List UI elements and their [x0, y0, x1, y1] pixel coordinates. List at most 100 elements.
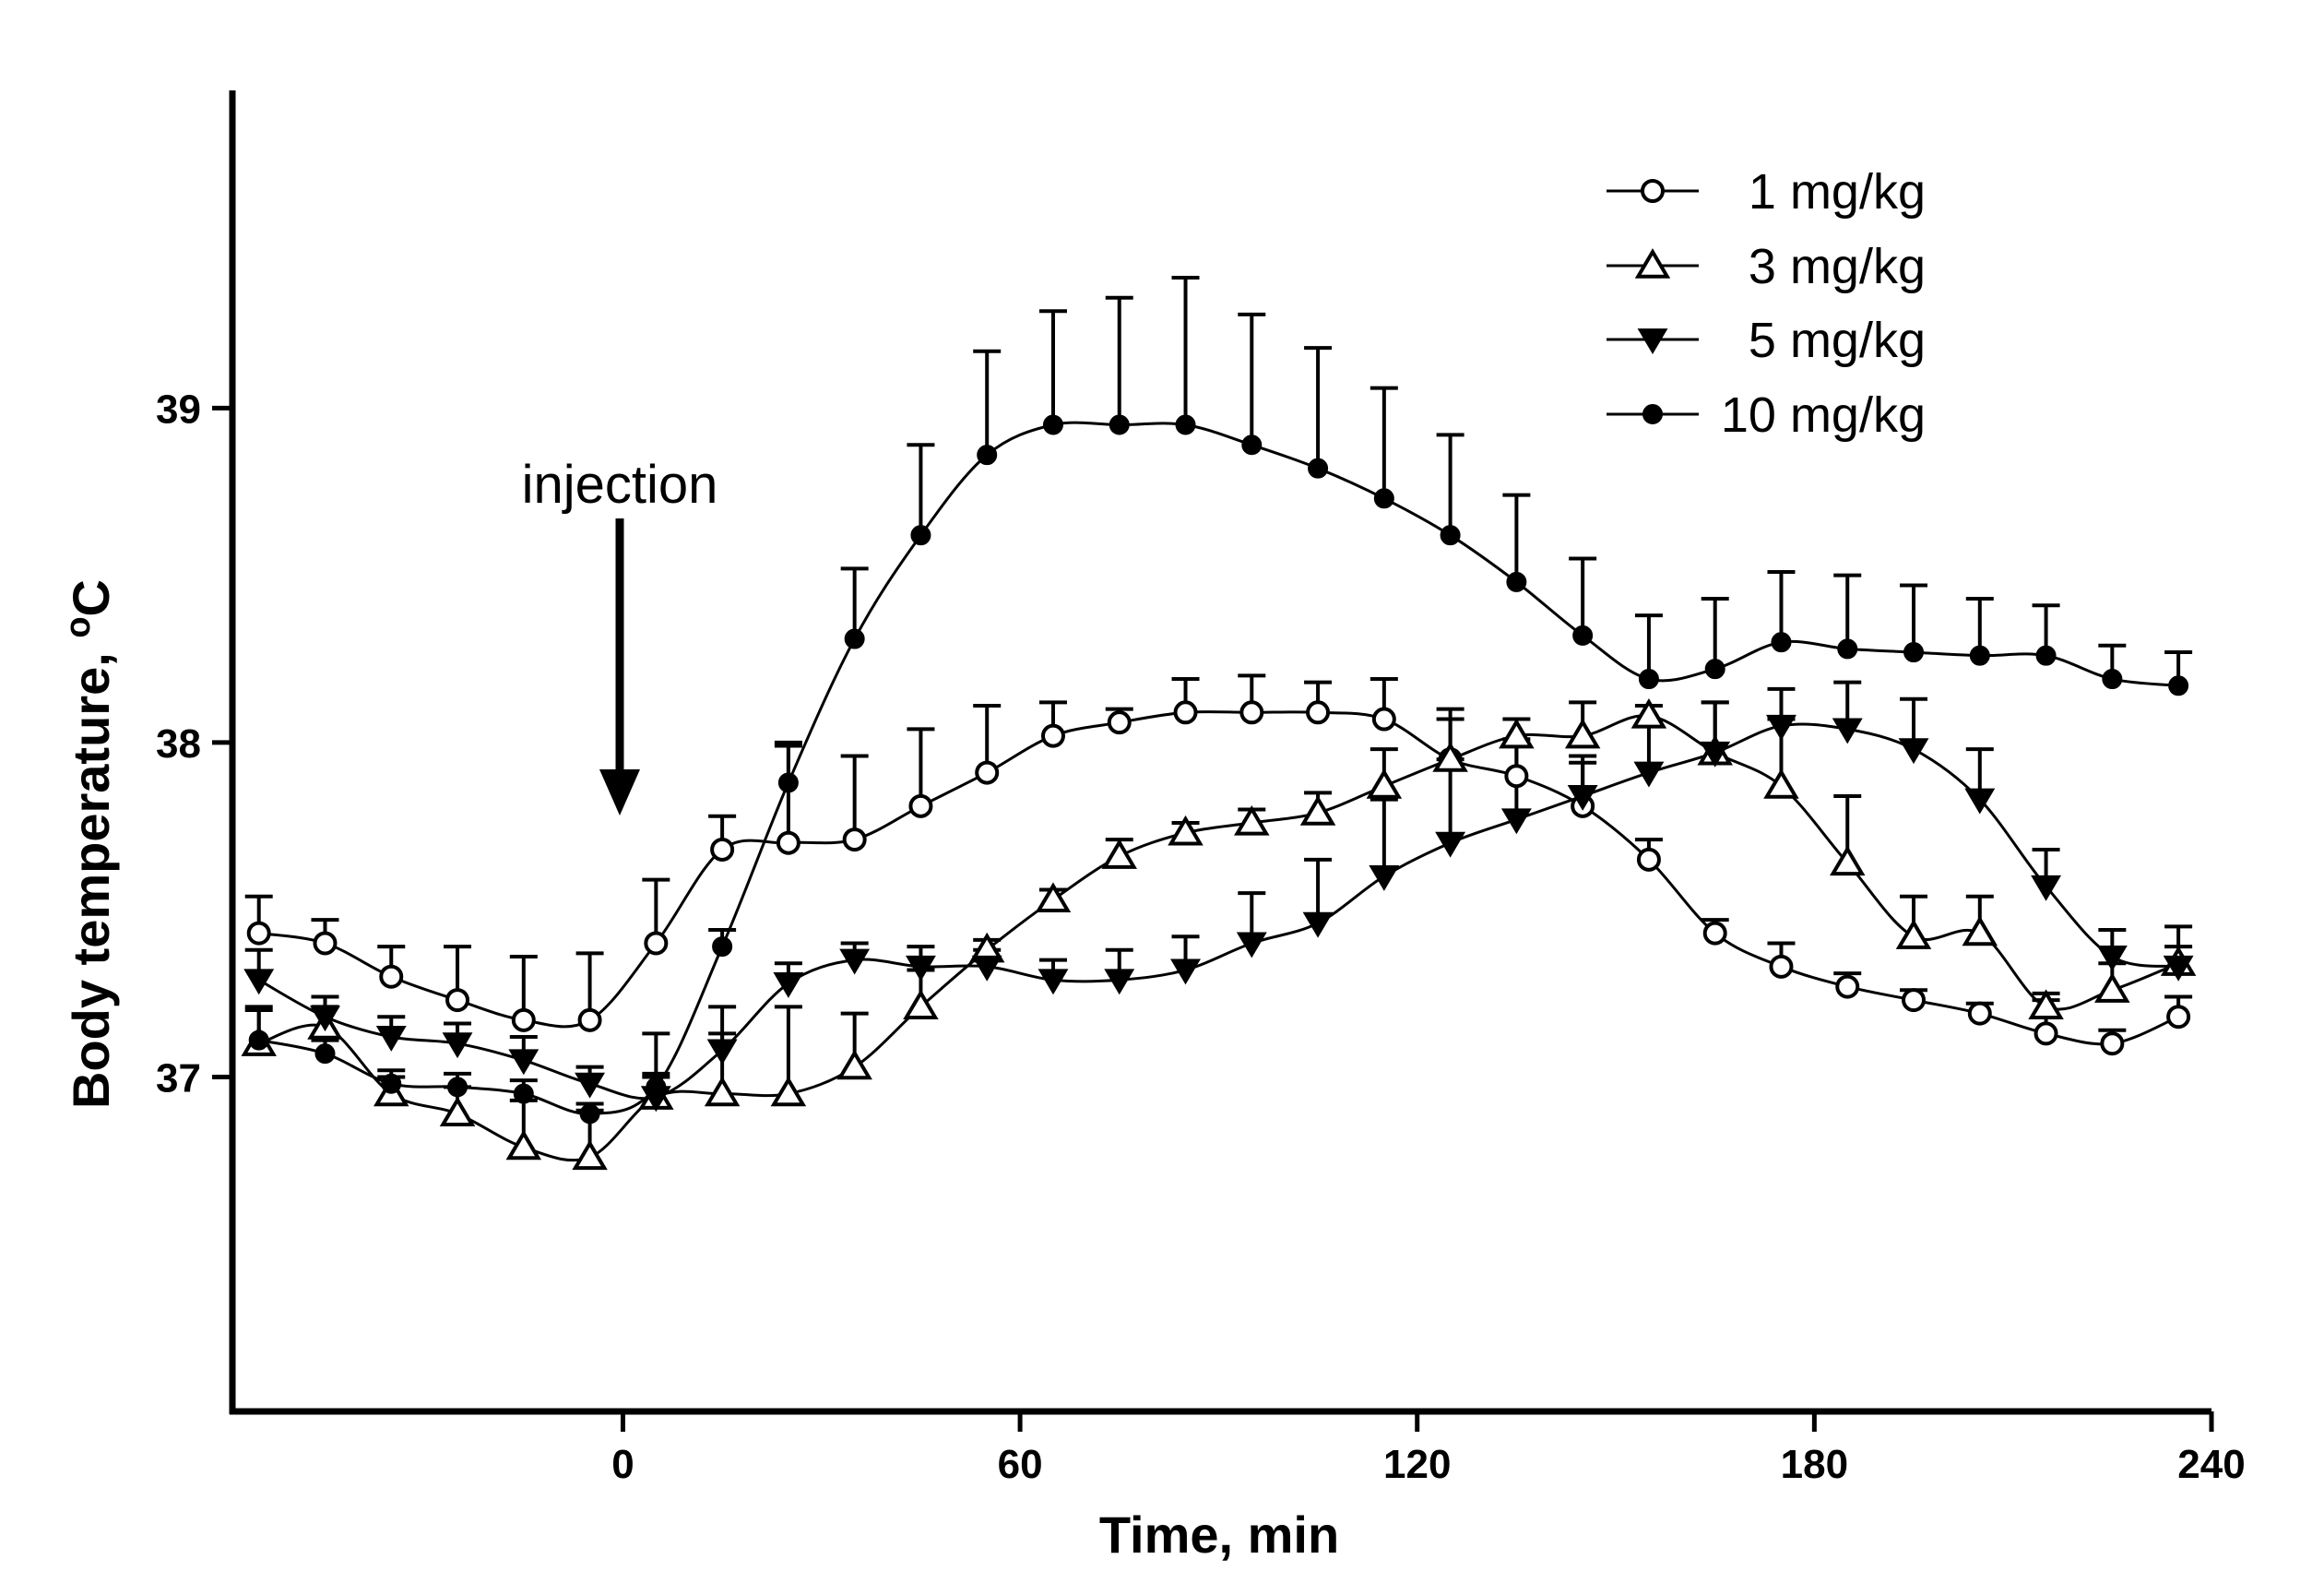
data-point-1-mg-per-kg	[975, 760, 1000, 785]
data-point-3-mg-per-kg	[903, 989, 939, 1020]
data-point-5-mg-per-kg	[1500, 808, 1532, 835]
x-axis-title: Time, min	[1099, 1506, 1339, 1564]
legend-label-5-mg-per-kg: 5 mg/kg	[1749, 313, 1926, 368]
data-point-1-mg-per-kg	[1173, 700, 1198, 725]
data-point-1-mg-per-kg	[1769, 954, 1794, 979]
data-point-10-mg-per-kg	[1175, 414, 1196, 435]
data-point-10-mg-per-kg	[977, 445, 998, 466]
data-point-1-mg-per-kg	[2166, 1005, 2191, 1030]
data-point-3-mg-per-kg	[1895, 919, 1932, 949]
data-point-5-mg-per-kg	[971, 955, 1002, 982]
data-point-1-mg-per-kg	[511, 1007, 536, 1032]
data-point-10-mg-per-kg	[1308, 458, 1329, 479]
data-point-1-mg-per-kg	[246, 921, 271, 946]
legend-marker-5-mg-per-kg	[1637, 328, 1668, 354]
series-line-1-mg-per-kg	[258, 710, 2179, 1046]
data-point-10-mg-per-kg	[2168, 675, 2189, 696]
data-point-5-mg-per-kg	[1038, 969, 1069, 995]
data-point-5-mg-per-kg	[773, 972, 804, 998]
data-point-10-mg-per-kg	[1704, 659, 1725, 680]
legend-marker-3-mg-per-kg	[1634, 248, 1671, 279]
data-point-5-mg-per-kg	[575, 1072, 606, 1099]
y-axis-title: Body temperature, oC	[59, 579, 120, 1109]
data-point-1-mg-per-kg	[908, 793, 933, 818]
data-point-5-mg-per-kg	[1832, 718, 1863, 744]
data-point-10-mg-per-kg	[513, 1083, 534, 1104]
data-point-10-mg-per-kg	[1903, 642, 1925, 663]
y-tick-label: 37	[156, 1055, 201, 1101]
data-point-10-mg-per-kg	[777, 772, 799, 793]
data-point-5-mg-per-kg	[1170, 958, 1201, 985]
data-point-1-mg-per-kg	[1636, 847, 1661, 872]
data-point-10-mg-per-kg	[579, 1103, 600, 1125]
data-point-5-mg-per-kg	[508, 1049, 540, 1076]
data-point-1-mg-per-kg	[644, 931, 669, 956]
data-point-1-mg-per-kg	[445, 988, 470, 1013]
data-point-5-mg-per-kg	[375, 1026, 407, 1052]
y-tick-label: 39	[156, 387, 201, 432]
data-point-3-mg-per-kg	[1234, 805, 1270, 836]
data-point-1-mg-per-kg	[1967, 1001, 1992, 1026]
data-point-10-mg-per-kg	[381, 1073, 402, 1094]
data-point-3-mg-per-kg	[1630, 697, 1667, 729]
data-point-1-mg-per-kg	[1107, 710, 1132, 735]
data-point-10-mg-per-kg	[2102, 669, 2123, 690]
data-point-5-mg-per-kg	[905, 955, 936, 982]
data-point-5-mg-per-kg	[1964, 788, 1996, 815]
data-point-1-mg-per-kg	[379, 964, 404, 989]
data-point-3-mg-per-kg	[1168, 815, 1204, 846]
x-tick-label: 60	[998, 1442, 1043, 1487]
data-point-5-mg-per-kg	[706, 1039, 738, 1065]
data-point-1-mg-per-kg	[1902, 988, 1927, 1013]
injection-arrow-head	[599, 769, 640, 815]
data-point-10-mg-per-kg	[1042, 414, 1063, 435]
y-tick-label: 38	[156, 721, 201, 767]
series-lines	[257, 421, 2179, 1162]
legend-marker-10-mg-per-kg	[1642, 404, 1663, 424]
data-point-1-mg-per-kg	[1371, 707, 1396, 732]
data-point-3-mg-per-kg	[1101, 839, 1138, 869]
data-point-10-mg-per-kg	[712, 936, 733, 958]
legend-label-10-mg-per-kg: 10 mg/kg	[1721, 387, 1926, 443]
data-point-10-mg-per-kg	[646, 1077, 667, 1098]
data-point-1-mg-per-kg	[1306, 700, 1331, 725]
data-point-3-mg-per-kg	[1035, 882, 1072, 913]
data-point-3-mg-per-kg	[836, 1049, 872, 1080]
x-tick-label: 120	[1383, 1442, 1451, 1487]
data-point-1-mg-per-kg	[776, 830, 800, 855]
data-point-10-mg-per-kg	[1837, 638, 1858, 660]
data-point-5-mg-per-kg	[1567, 785, 1598, 811]
data-point-3-mg-per-kg	[572, 1139, 608, 1171]
legend-label-1-mg-per-kg: 1 mg/kg	[1749, 164, 1926, 220]
data-point-1-mg-per-kg	[1702, 921, 1727, 946]
data-point-3-mg-per-kg	[770, 1076, 807, 1107]
x-tick-label: 180	[1781, 1442, 1848, 1487]
data-point-1-mg-per-kg	[2034, 1021, 2058, 1046]
x-tick-label: 0	[611, 1442, 634, 1487]
data-point-10-mg-per-kg	[1572, 625, 1594, 646]
data-point-10-mg-per-kg	[1373, 488, 1394, 509]
data-point-5-mg-per-kg	[2163, 955, 2194, 982]
series-markers	[241, 414, 2197, 1171]
y-axis-title-unit: C	[62, 579, 120, 616]
data-point-5-mg-per-kg	[1302, 911, 1334, 938]
data-point-10-mg-per-kg	[1109, 414, 1130, 435]
y-axis-title-main: Body temperature,	[62, 638, 120, 1109]
x-tick-label: 240	[2177, 1442, 2245, 1487]
data-point-3-mg-per-kg	[439, 1096, 476, 1127]
data-point-3-mg-per-kg	[1962, 915, 1998, 946]
data-point-5-mg-per-kg	[1898, 738, 1929, 765]
legend-marker-1-mg-per-kg	[1641, 179, 1665, 203]
data-point-1-mg-per-kg	[710, 837, 735, 862]
data-point-3-mg-per-kg	[1366, 768, 1403, 799]
data-point-1-mg-per-kg	[1504, 764, 1529, 789]
axes: 0 60 120 180 240 37 38 39	[156, 90, 2246, 1487]
data-point-5-mg-per-kg	[2031, 875, 2062, 901]
series-line-10-mg-per-kg	[258, 421, 2179, 1115]
data-point-1-mg-per-kg	[1040, 723, 1065, 748]
series-line-3-mg-per-kg	[258, 714, 2179, 1162]
data-point-5-mg-per-kg	[442, 1032, 473, 1059]
data-point-5-mg-per-kg	[1104, 969, 1135, 995]
data-point-5-mg-per-kg	[243, 969, 275, 995]
